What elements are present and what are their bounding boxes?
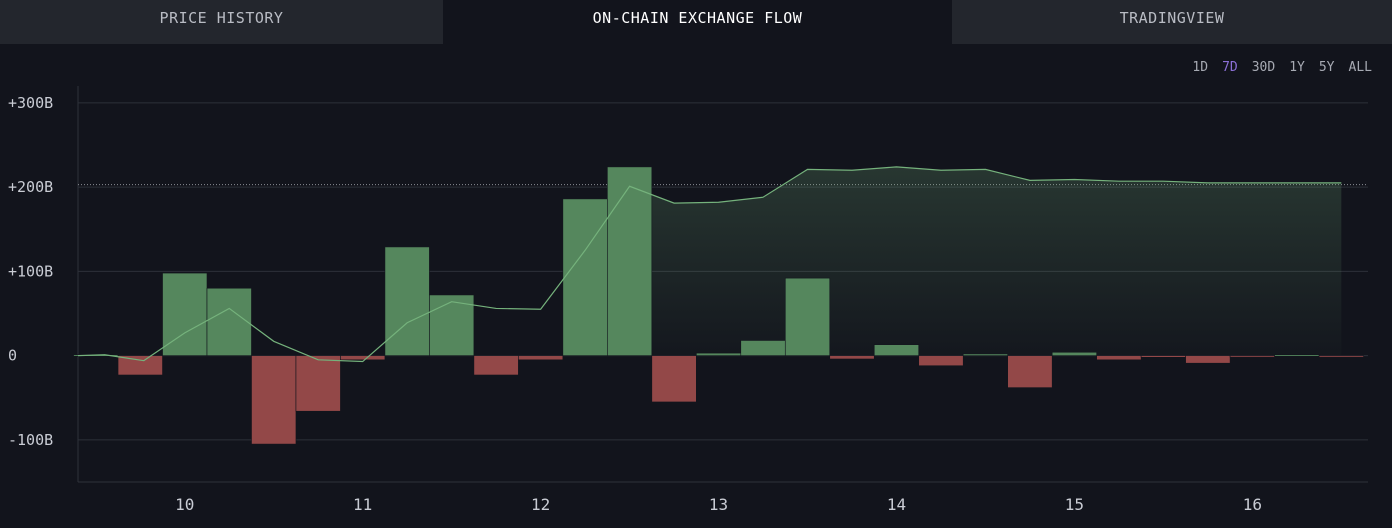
y-tick-label: +300B	[8, 94, 53, 112]
inflow-bar	[696, 352, 742, 356]
inflow-bar	[784, 277, 831, 356]
outflow-bar	[1096, 355, 1142, 361]
x-tick-label: 14	[887, 495, 906, 514]
range-5y[interactable]: 5Y	[1318, 60, 1335, 75]
outflow-bar	[1140, 355, 1186, 358]
x-tick-label: 10	[175, 495, 194, 514]
x-tick-label: 16	[1243, 495, 1262, 514]
tab-price-history[interactable]: PRICE HISTORY	[0, 0, 443, 44]
inflow-bar	[562, 198, 608, 356]
y-tick-label: -100B	[8, 431, 53, 449]
tab-tradingview[interactable]: TRADINGVIEW	[952, 0, 1392, 44]
outflow-bar	[651, 355, 697, 403]
inflow-bar	[740, 340, 786, 356]
y-axis-ticks: +300B +200B +100B 0 -100B	[8, 94, 53, 449]
inflow-bar	[873, 344, 920, 356]
outflow-bar	[918, 355, 964, 367]
cumulative-flow-line	[77, 166, 1342, 363]
range-all[interactable]: ALL	[1348, 60, 1372, 75]
x-tick-label: 15	[1065, 495, 1084, 514]
outflow-bar	[251, 355, 297, 445]
x-tick-label: 12	[531, 495, 550, 514]
cumulative-area	[647, 166, 1342, 356]
inflow-bar	[607, 166, 653, 356]
outflow-bar	[518, 355, 564, 361]
inflow-bar	[384, 246, 430, 356]
inflow-bar	[206, 287, 252, 356]
inflow-bar	[962, 353, 1008, 356]
bars-layer	[73, 166, 1364, 445]
x-axis-ticks: 10 11 12 13 14 15 16	[175, 495, 1262, 514]
x-tick-label: 13	[709, 495, 728, 514]
y-tick-label: +100B	[8, 262, 53, 280]
outflow-bar	[1185, 355, 1231, 364]
range-1y[interactable]: 1Y	[1289, 60, 1305, 75]
tab-on-chain-exchange-flow[interactable]: ON-CHAIN EXCHANGE FLOW	[443, 0, 952, 44]
outflow-bar	[829, 355, 875, 360]
range-30d[interactable]: 30D	[1251, 60, 1276, 75]
cumulative-line-layer	[77, 166, 1342, 363]
time-range-selector: 1D 7D 30D 1Y 5Y ALL	[1192, 60, 1372, 75]
inflow-bar	[162, 272, 208, 356]
outflow-bar	[340, 355, 386, 361]
cumulative-area-layer	[647, 166, 1342, 356]
range-7d[interactable]: 7D	[1222, 60, 1238, 75]
inflow-bar	[1274, 354, 1320, 357]
range-1d[interactable]: 1D	[1192, 60, 1209, 75]
x-tick-label: 11	[353, 495, 372, 514]
inflow-bar	[1051, 351, 1097, 356]
tab-bar: PRICE HISTORY ON-CHAIN EXCHANGE FLOW TRA…	[0, 0, 1392, 44]
outflow-bar	[1318, 355, 1364, 358]
inflow-bar	[429, 294, 475, 356]
outflow-bar	[1007, 355, 1053, 388]
outflow-bar	[295, 355, 341, 412]
outflow-bar	[117, 355, 163, 376]
y-tick-label: 0	[8, 347, 17, 365]
y-tick-label: +200B	[8, 178, 53, 196]
outflow-bar	[1229, 355, 1275, 358]
outflow-bar	[473, 355, 519, 376]
